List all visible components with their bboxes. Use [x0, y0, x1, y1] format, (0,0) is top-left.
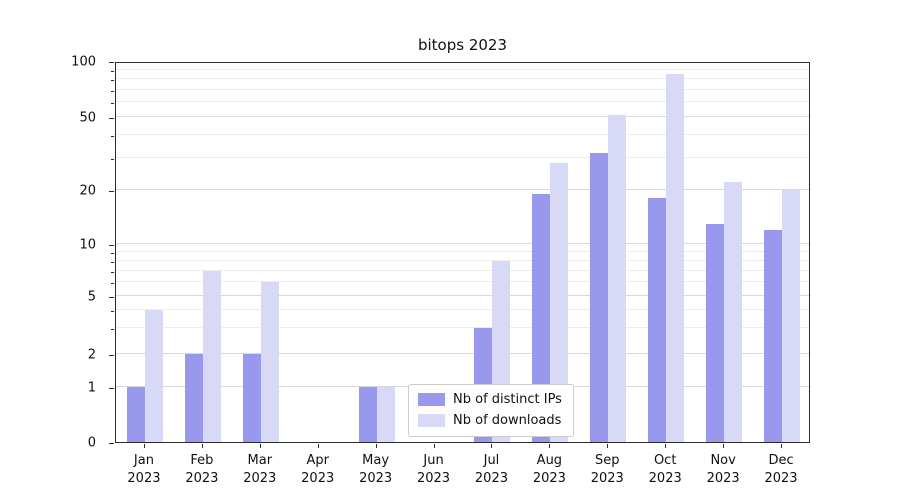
minor-gridline — [116, 133, 809, 135]
major-gridline — [116, 243, 809, 244]
x-tick-mark — [317, 444, 319, 448]
minor-gridline — [116, 309, 809, 311]
bar-downloads-sep — [608, 115, 627, 442]
y-tick-label: 5 — [87, 289, 96, 305]
x-tick-label: May 2023 — [359, 453, 393, 486]
bar-distinct-ips-nov — [706, 223, 725, 442]
minor-gridline — [116, 281, 809, 283]
minor-gridline — [116, 78, 809, 80]
x-tick-label: Apr 2023 — [301, 453, 335, 486]
minor-gridline — [116, 259, 809, 261]
y-tick-label: 20 — [79, 183, 96, 199]
plot-area — [115, 62, 810, 443]
y-axis: 0 1 2 5 10 20 50 100 — [0, 55, 115, 451]
bar-downloads-may — [376, 386, 395, 442]
x-tick-mark — [607, 444, 609, 448]
bar-distinct-ips-dec — [764, 229, 783, 442]
minor-gridline — [116, 269, 809, 271]
y-tick-mark — [109, 387, 114, 389]
bar-downloads-nov — [724, 182, 743, 442]
bar-downloads-feb — [202, 270, 221, 442]
y-minor-tick-mark — [111, 261, 114, 263]
y-tick-label: 100 — [71, 54, 96, 70]
x-tick-label: Jul 2023 — [474, 453, 508, 486]
y-tick-mark — [109, 297, 114, 298]
y-tick-label: 1 — [87, 380, 96, 396]
minor-gridline — [116, 250, 809, 252]
x-tick-mark — [665, 444, 667, 448]
x-tick-mark — [549, 444, 551, 448]
x-tick-label: Dec 2023 — [764, 453, 798, 486]
bar-distinct-ips-jan — [126, 386, 145, 442]
y-tick-label: 50 — [79, 110, 96, 126]
y-minor-tick-mark — [111, 271, 114, 273]
y-tick-mark — [109, 62, 114, 63]
x-tick-mark — [433, 444, 435, 448]
x-tick-label: Aug 2023 — [532, 453, 566, 486]
x-tick-label: Oct 2023 — [648, 453, 682, 486]
y-tick-label: 10 — [79, 237, 96, 253]
major-gridline — [116, 353, 809, 354]
y-tick-mark — [109, 191, 114, 192]
minor-gridline — [116, 101, 809, 103]
x-tick-mark — [781, 444, 783, 448]
y-minor-tick-mark — [111, 103, 114, 105]
x-tick-label: Mar 2023 — [243, 453, 277, 486]
legend-entry-distinct-ips: Nb of distinct IPs — [418, 392, 562, 407]
bar-distinct-ips-feb — [184, 354, 203, 442]
legend-swatch — [418, 393, 445, 406]
x-tick-mark — [259, 444, 261, 448]
y-minor-tick-mark — [111, 283, 114, 285]
major-gridline — [116, 189, 809, 191]
x-axis: Jan 2023 Feb 2023 Mar 2023 Apr 2023 May 2023… — [115, 443, 810, 498]
x-tick-label: Nov 2023 — [706, 453, 740, 486]
y-tick-label: 0 — [87, 435, 96, 451]
bar-downloads-jan — [144, 310, 163, 442]
minor-gridline — [116, 88, 809, 90]
chart-title: bitops 2023 — [417, 36, 508, 54]
y-tick-mark — [109, 354, 114, 356]
legend-label: Nb of downloads — [453, 413, 562, 428]
y-minor-tick-mark — [111, 135, 114, 137]
y-minor-tick-mark — [111, 329, 114, 331]
y-tick-mark — [109, 118, 114, 119]
x-tick-mark — [723, 444, 725, 448]
bar-distinct-ips-may — [358, 386, 377, 442]
legend-entry-downloads: Nb of downloads — [418, 413, 562, 428]
bar-distinct-ips-sep — [590, 152, 609, 442]
bar-downloads-oct — [666, 74, 685, 442]
x-tick-mark — [201, 444, 203, 448]
bar-downloads-mar — [260, 282, 279, 442]
bar-downloads-aug — [550, 163, 569, 442]
y-minor-tick-mark — [111, 90, 114, 92]
legend-label: Nb of distinct IPs — [453, 392, 562, 407]
bar-downloads-dec — [782, 190, 801, 442]
y-tick-mark — [109, 244, 114, 246]
y-minor-tick-mark — [111, 70, 114, 72]
x-tick-mark — [143, 444, 145, 448]
y-minor-tick-mark — [111, 311, 114, 313]
x-tick-mark — [375, 444, 377, 448]
bar-distinct-ips-mar — [242, 354, 261, 442]
x-tick-mark — [491, 444, 493, 448]
legend: Nb of distinct IPs Nb of downloads — [408, 384, 574, 437]
minor-gridline — [116, 156, 809, 158]
x-tick-label: Feb 2023 — [185, 453, 219, 486]
bar-distinct-ips-oct — [648, 198, 667, 442]
x-tick-label: Sep 2023 — [590, 453, 624, 486]
y-tick-mark — [109, 443, 114, 444]
major-gridline — [116, 116, 809, 118]
y-minor-tick-mark — [111, 252, 114, 254]
x-tick-label: Jun 2023 — [416, 453, 451, 486]
x-tick-label: Jan 2023 — [127, 453, 161, 486]
minor-gridline — [116, 327, 809, 329]
major-gridline — [116, 295, 809, 297]
y-minor-tick-mark — [111, 80, 114, 82]
y-minor-tick-mark — [111, 158, 114, 160]
bar-distinct-ips-aug — [532, 194, 551, 442]
minor-gridline — [116, 68, 809, 70]
y-tick-label: 2 — [87, 347, 96, 363]
legend-swatch — [418, 414, 445, 427]
